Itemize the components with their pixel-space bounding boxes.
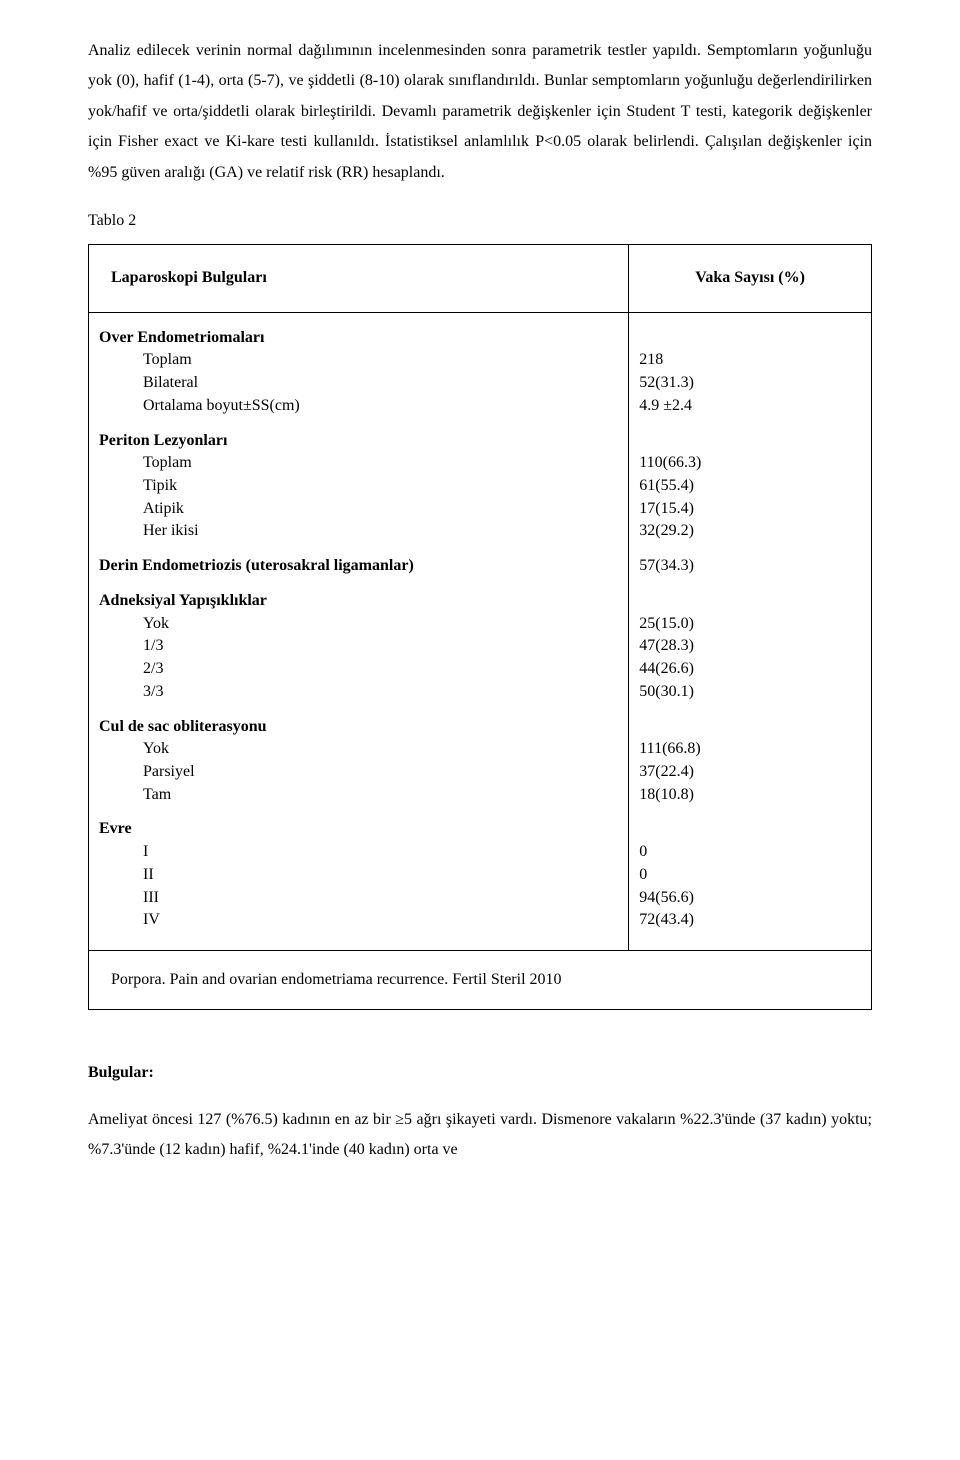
table-row-label: Her ikisi: [99, 520, 618, 543]
group-title: Evre: [99, 818, 618, 841]
table-body-row: Over EndometriomalarıToplamBilateralOrta…: [89, 312, 872, 950]
table-row-label: III: [99, 887, 618, 910]
table-footer-row: Porpora. Pain and ovarian endometriama r…: [89, 950, 872, 1009]
table-value: 25(15.0): [639, 613, 861, 636]
table-row-label: Atipik: [99, 498, 618, 521]
table-body-left: Over EndometriomalarıToplamBilateralOrta…: [89, 312, 629, 950]
table-row-label: Yok: [99, 613, 618, 636]
table-value: 18(10.8): [639, 784, 861, 807]
table-row-label: 1/3: [99, 635, 618, 658]
group-title: Derin Endometriozis (uterosakral ligaman…: [99, 555, 618, 578]
table-row-label: IV: [99, 909, 618, 932]
table-value: 72(43.4): [639, 909, 861, 932]
table-row-label: II: [99, 864, 618, 887]
group-title: Adneksiyal Yapışıklıklar: [99, 590, 618, 613]
table-value: 52(31.3): [639, 372, 861, 395]
table-value: 37(22.4): [639, 761, 861, 784]
table-row-label: 2/3: [99, 658, 618, 681]
table-value: 0: [639, 841, 861, 864]
findings-heading: Bulgular:: [88, 1058, 872, 1088]
table-value: 4.9 ±2.4: [639, 395, 861, 418]
findings-paragraph: Ameliyat öncesi 127 (%76.5) kadının en a…: [88, 1105, 872, 1166]
group-title: Periton Lezyonları: [99, 430, 618, 453]
table-value: 94(56.6): [639, 887, 861, 910]
table-value: 32(29.2): [639, 520, 861, 543]
table-value: 0: [639, 864, 861, 887]
table-value: 61(55.4): [639, 475, 861, 498]
table-label: Tablo 2: [88, 206, 872, 236]
table-value: 44(26.6): [639, 658, 861, 681]
group-title: Cul de sac obliterasyonu: [99, 716, 618, 739]
table-value: 218: [639, 349, 861, 372]
table-value: 57(34.3): [639, 555, 861, 578]
table-row-label: Bilateral: [99, 372, 618, 395]
table-row-label: Tam: [99, 784, 618, 807]
table-value: 17(15.4): [639, 498, 861, 521]
table-body-right: .21852(31.3)4.9 ±2.4.110(66.3)61(55.4)17…: [629, 312, 872, 950]
intro-paragraph: Analiz edilecek verinin normal dağılımın…: [88, 36, 872, 188]
table-header-right: Vaka Sayısı (%): [629, 245, 872, 312]
table-value: 110(66.3): [639, 452, 861, 475]
table-header-left: Laparoskopi Bulguları: [89, 245, 629, 312]
table-row-label: Parsiyel: [99, 761, 618, 784]
table-header-row: Laparoskopi Bulguları Vaka Sayısı (%): [89, 245, 872, 312]
table-value: 50(30.1): [639, 681, 861, 704]
table-value: 47(28.3): [639, 635, 861, 658]
table-row-label: Toplam: [99, 452, 618, 475]
table-row-label: Ortalama boyut±SS(cm): [99, 395, 618, 418]
table-row-label: 3/3: [99, 681, 618, 704]
table-row-label: I: [99, 841, 618, 864]
table-row-label: Tipik: [99, 475, 618, 498]
table-footnote: Porpora. Pain and ovarian endometriama r…: [89, 950, 872, 1009]
table-row-label: Yok: [99, 738, 618, 761]
findings-table: Laparoskopi Bulguları Vaka Sayısı (%) Ov…: [88, 244, 872, 1010]
table-row-label: Toplam: [99, 349, 618, 372]
table-value: 111(66.8): [639, 738, 861, 761]
group-title: Over Endometriomaları: [99, 327, 618, 350]
